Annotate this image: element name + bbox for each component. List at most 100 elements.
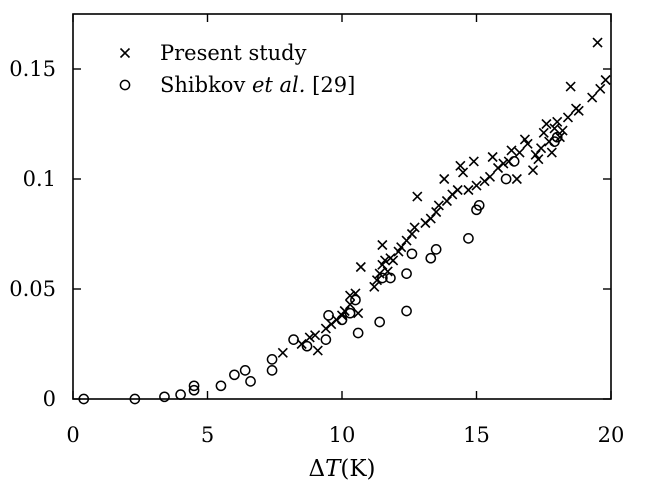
circle-point [406, 248, 418, 260]
circle-point [320, 334, 332, 345]
circle-point [129, 393, 141, 405]
x-axis-label-prefix: Δ [308, 456, 325, 482]
plot-frame [72, 13, 612, 400]
cross-point [587, 92, 598, 103]
circle-point [350, 294, 361, 306]
x-axis-label-unit: (K) [340, 456, 375, 482]
circle-point [301, 340, 313, 352]
cross-point [506, 145, 517, 156]
cross-point [401, 235, 412, 246]
circle-point [78, 393, 90, 405]
cross-point [345, 299, 356, 310]
cross-point [312, 345, 323, 356]
cross-point [522, 138, 533, 149]
circle-point [336, 314, 348, 326]
circle-point [385, 272, 396, 284]
x-tick-label: 10 [329, 423, 356, 447]
circle-point [551, 131, 563, 143]
cross-point [514, 147, 525, 158]
x-tick-label: 0 [66, 423, 79, 447]
cross-point [425, 213, 436, 224]
cross-point [377, 239, 388, 251]
cross-point [455, 160, 466, 171]
y-tick-label: 0 [43, 387, 56, 411]
cross-point [388, 255, 399, 266]
cross-point [379, 255, 391, 266]
circle-point [229, 369, 240, 381]
circle-point [463, 233, 474, 244]
circle-point [239, 365, 251, 376]
circle-point [425, 252, 437, 264]
cross-point [353, 308, 364, 319]
cross-point [277, 347, 288, 358]
cross-point [452, 184, 463, 196]
circle-point [344, 307, 356, 319]
cross-point [573, 105, 584, 116]
y-tick-label: 0.05 [9, 277, 56, 301]
cross-point [409, 222, 420, 233]
cross-point [503, 156, 514, 167]
circle-point [188, 380, 200, 392]
circle-point [266, 354, 278, 365]
circle-point [266, 365, 278, 376]
cross-point [471, 180, 482, 191]
cross-point [538, 127, 549, 138]
y-tick-label: 0.15 [9, 57, 56, 81]
circle-point [245, 376, 256, 387]
cross-point [371, 275, 383, 286]
legend-circle [119, 79, 131, 91]
circle-point [175, 389, 186, 400]
cross-point [441, 195, 452, 207]
y-tick-label: 0.1 [23, 167, 56, 191]
cross-point [406, 228, 418, 240]
cross-point [552, 116, 563, 127]
cross-point [527, 165, 539, 176]
cross-point [468, 156, 479, 167]
legend-shibkov-ref: [29] [312, 73, 355, 97]
cross-point [310, 330, 321, 341]
legend-marker-cross [119, 47, 131, 59]
cross-point [396, 242, 407, 253]
cross-point [463, 184, 474, 196]
cross-point [511, 173, 522, 185]
x-tick-label: 15 [463, 423, 490, 447]
series-shibkov [78, 131, 563, 405]
circle-point [430, 244, 442, 255]
cross-point [345, 290, 356, 301]
circle-point [473, 200, 485, 211]
cross-point [339, 305, 350, 317]
cross-point [549, 123, 560, 134]
cross-point [535, 143, 547, 154]
cross-point [487, 151, 498, 163]
cross-point [369, 281, 380, 292]
cross-point [541, 118, 552, 130]
circle-point [401, 268, 412, 279]
data-points [78, 37, 611, 405]
cross-point [592, 37, 603, 48]
cross-point [304, 332, 315, 343]
circle-point [288, 334, 299, 345]
legend-label-shibkov: Shibkov et al. [29] [160, 73, 355, 97]
cross-point [439, 173, 450, 185]
circle-point [323, 310, 334, 321]
cross-point [600, 74, 611, 86]
x-tick-label: 5 [201, 423, 214, 447]
legend-marker-circle [119, 79, 131, 91]
legend-label-present-study: Present study [160, 41, 307, 65]
cross-point [433, 200, 444, 211]
cross-point [595, 83, 606, 94]
x-tick-label: 20 [598, 423, 625, 447]
circle-point [188, 384, 200, 396]
x-axis-label-var: T [325, 456, 342, 482]
legend-cross [119, 47, 131, 59]
circle-point [508, 156, 520, 167]
axis-ticks [72, 14, 612, 400]
cross-point [498, 158, 509, 169]
circle-point [401, 305, 412, 317]
cross-point [530, 149, 541, 160]
cross-point [457, 167, 469, 178]
cross-point [431, 206, 442, 218]
cross-point [412, 191, 423, 202]
circle-point [500, 173, 512, 185]
